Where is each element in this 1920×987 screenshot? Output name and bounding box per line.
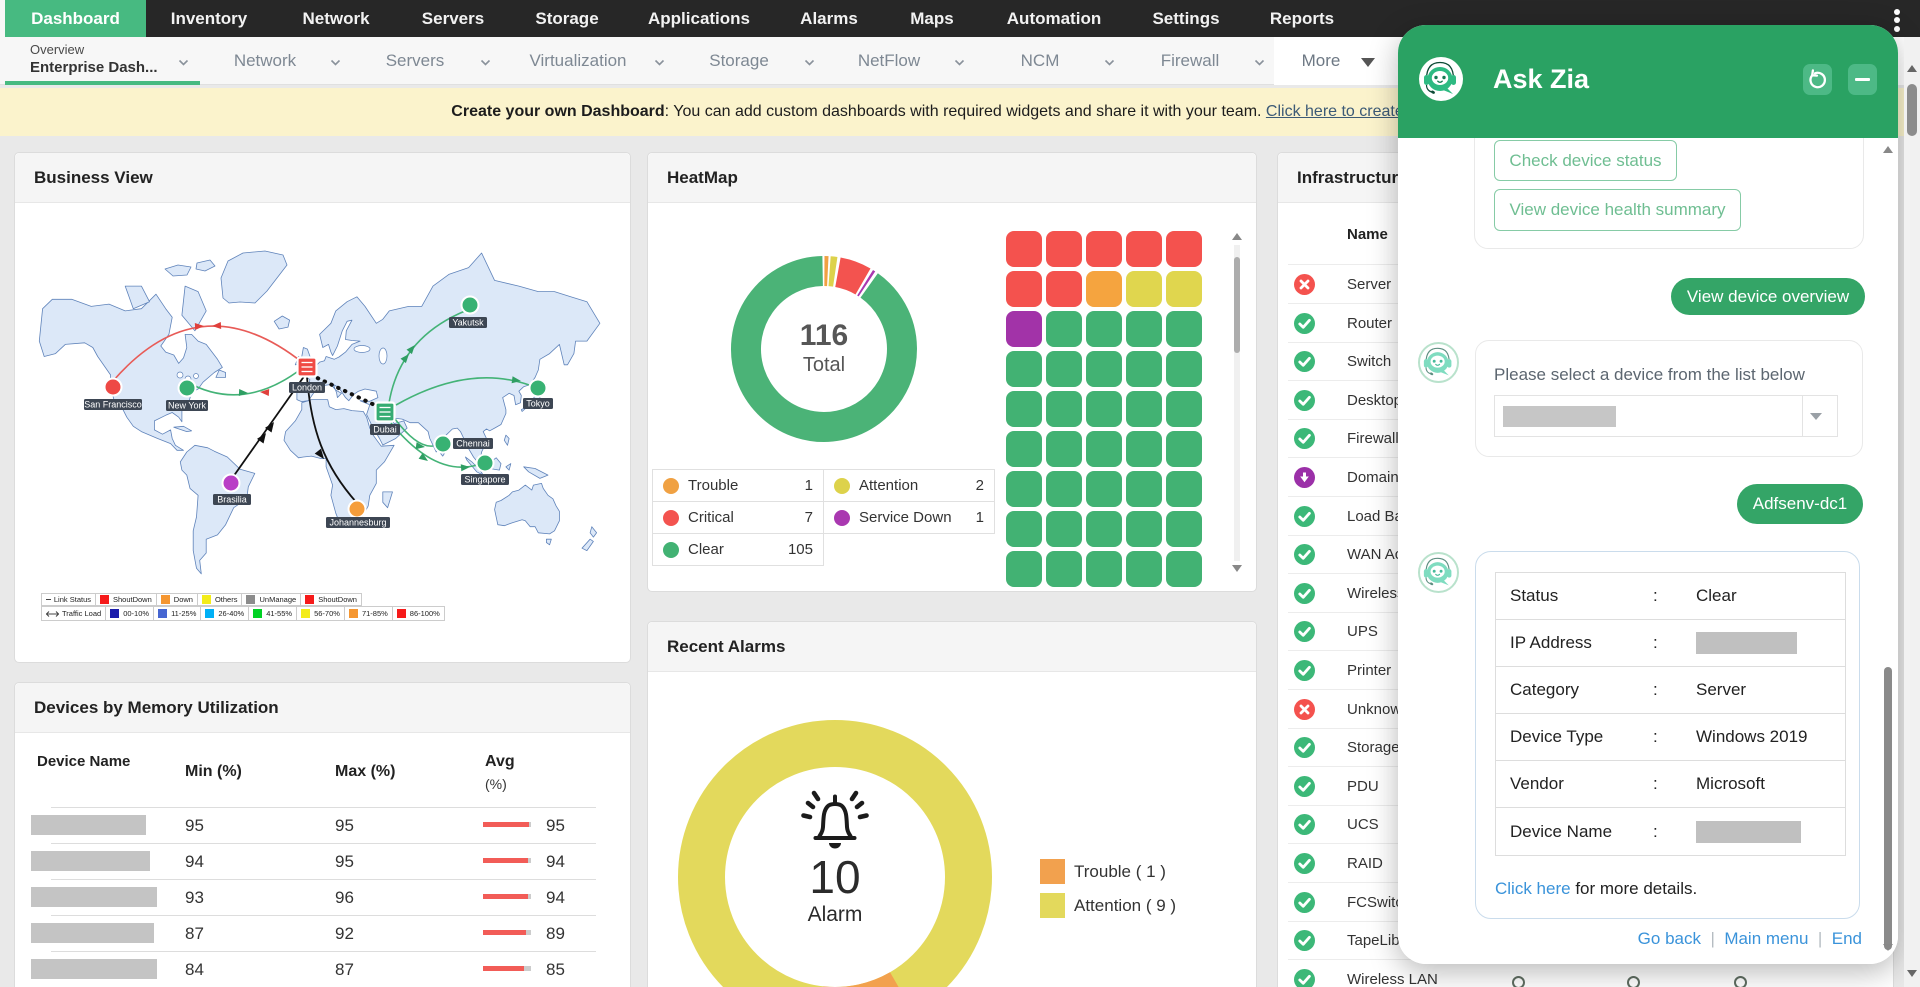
svg-text:San Francisco: San Francisco bbox=[84, 400, 142, 410]
svg-text:New York: New York bbox=[168, 401, 207, 411]
svg-text:Tokyo: Tokyo bbox=[526, 399, 550, 409]
svg-text:Dubai: Dubai bbox=[373, 425, 397, 435]
svg-text:London: London bbox=[292, 383, 322, 393]
svg-text:Chennai: Chennai bbox=[456, 439, 490, 449]
svg-text:Singapore: Singapore bbox=[464, 475, 505, 485]
svg-text:Yakutsk: Yakutsk bbox=[452, 318, 484, 328]
svg-text:Johannesburg: Johannesburg bbox=[329, 518, 386, 528]
svg-text:Brasilia: Brasilia bbox=[217, 495, 247, 505]
